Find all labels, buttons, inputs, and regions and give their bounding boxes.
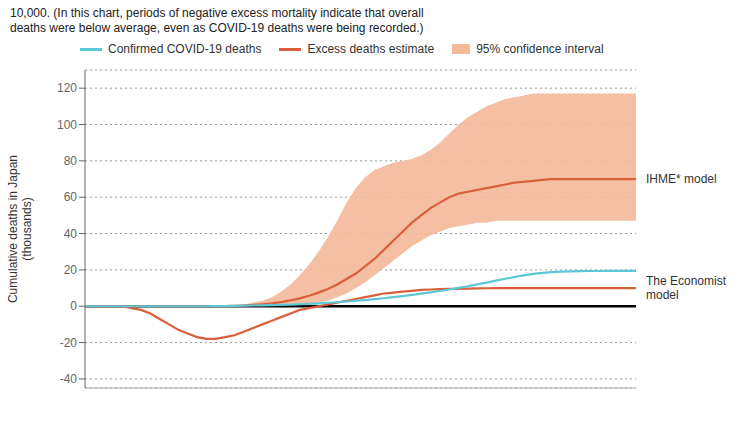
html-text:Excess deaths estimate: Excess deaths estimate (307, 42, 435, 56)
svg-text:-40: -40 (60, 372, 78, 386)
svg-text:20: 20 (64, 263, 78, 277)
svg-text:0: 0 (70, 299, 77, 313)
svg-text:60: 60 (64, 190, 78, 204)
svg-text:100: 100 (57, 118, 77, 132)
svg-text:The Economistmodel: The Economistmodel (646, 274, 727, 302)
html-text:deaths were below average, eve: deaths were below average, even as COVID… (10, 21, 424, 35)
svg-text:120: 120 (57, 81, 77, 95)
html-text:10,000. (In this chart, period: 10,000. (In this chart, periods of negat… (10, 6, 424, 20)
svg-text:40: 40 (64, 227, 78, 241)
svg-text:Cumulative deaths in Japan(tho: Cumulative deaths in Japan(thousands) (8, 155, 34, 303)
svg-text:80: 80 (64, 154, 78, 168)
html-text:95% confidence interval: 95% confidence interval (476, 42, 604, 56)
html-text:Confirmed COVID-19 deaths: Confirmed COVID-19 deaths (108, 42, 262, 56)
svg-text:-20: -20 (60, 336, 78, 350)
svg-text:IHME* model: IHME* model (646, 172, 717, 186)
